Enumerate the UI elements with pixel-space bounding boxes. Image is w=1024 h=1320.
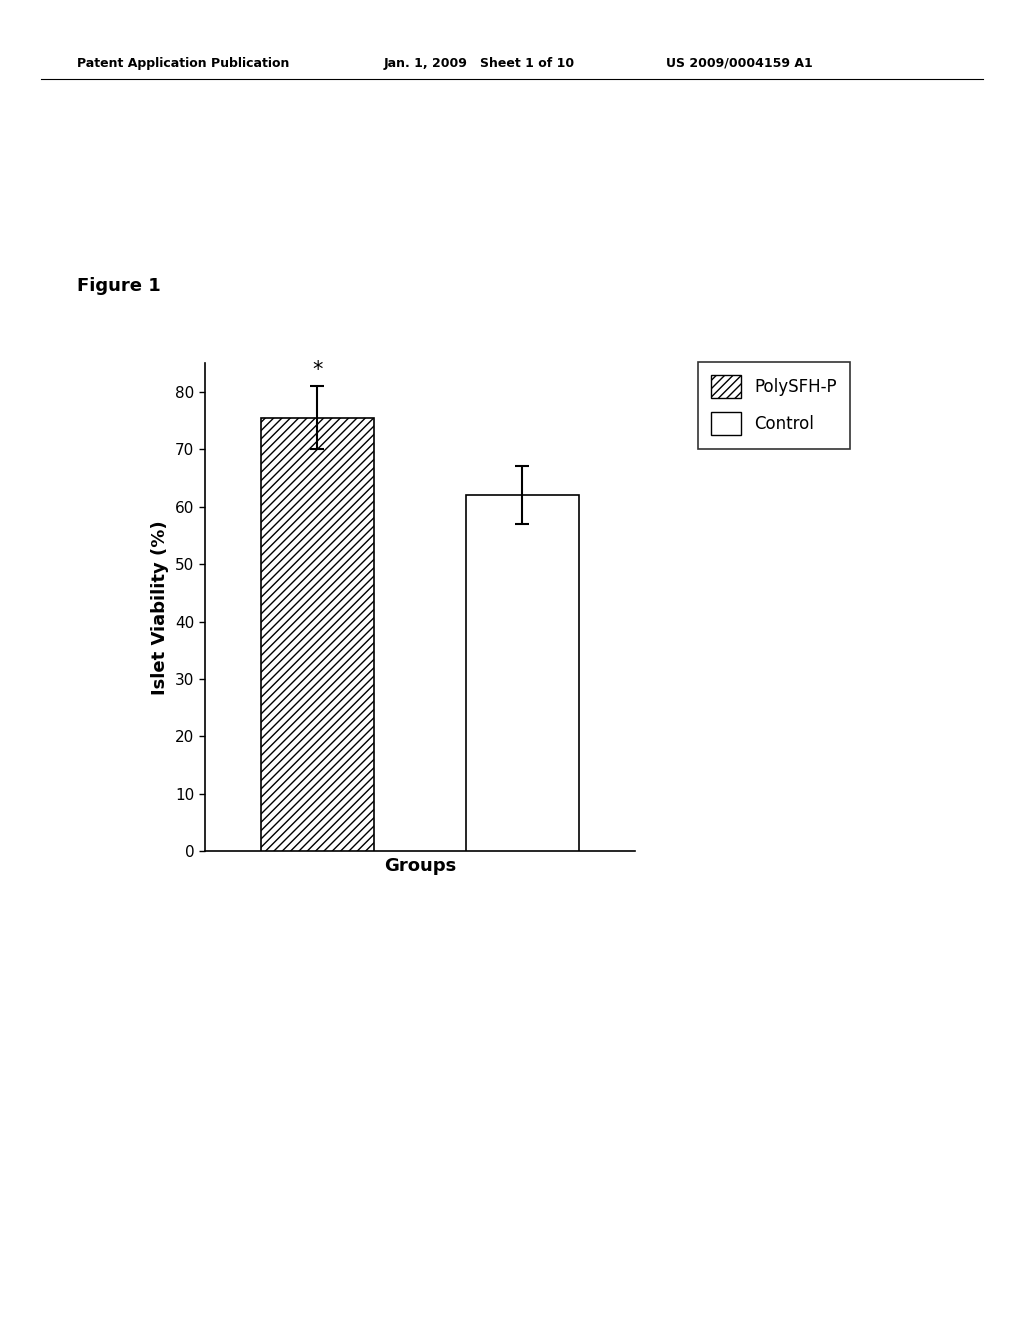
Bar [466, 495, 579, 851]
Text: US 2009/0004159 A1: US 2009/0004159 A1 [666, 57, 812, 70]
Legend: PolySFH-P, Control: PolySFH-P, Control [697, 362, 850, 449]
Text: Figure 1: Figure 1 [77, 277, 161, 296]
Bar [261, 417, 374, 851]
X-axis label: Groups: Groups [384, 857, 456, 875]
Text: Jan. 1, 2009   Sheet 1 of 10: Jan. 1, 2009 Sheet 1 of 10 [384, 57, 575, 70]
Text: *: * [312, 360, 323, 380]
Text: Patent Application Publication: Patent Application Publication [77, 57, 289, 70]
Y-axis label: Islet Viability (%): Islet Viability (%) [152, 520, 169, 694]
